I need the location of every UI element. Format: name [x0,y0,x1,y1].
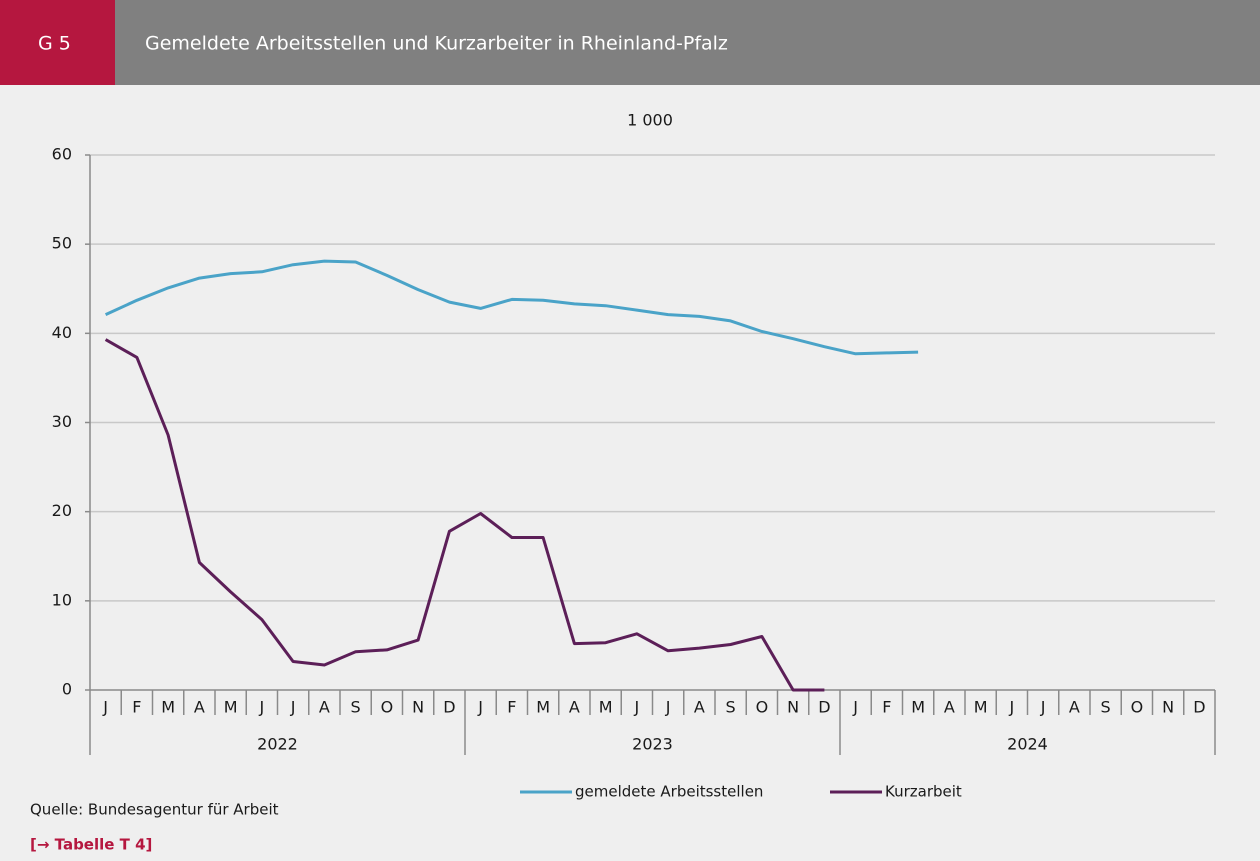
x-tick-label: J [1009,698,1015,717]
chart-title: Gemeldete Arbeitsstellen und Kurzarbeite… [145,33,728,55]
x-tick-label: M [974,698,988,717]
legend-label: Kurzarbeit [885,783,962,801]
year-label: 2022 [257,735,298,754]
year-label: 2023 [632,735,673,754]
y-tick-label: 0 [62,680,72,699]
x-tick-label: N [787,698,799,717]
series-line [104,259,919,356]
x-tick-label: A [694,698,705,717]
x-tick-label: J [852,698,858,717]
x-tick-label: A [319,698,330,717]
y-tick-label: 40 [52,323,72,342]
x-tick-label: A [194,698,205,717]
x-tick-label: A [944,698,955,717]
x-tick-label: O [756,698,769,717]
y-tick-label: 20 [52,501,72,520]
x-tick-label: J [290,698,296,717]
x-tick-label: A [569,698,580,717]
y-tick-label: 10 [52,590,72,609]
x-tick-label: D [1193,698,1205,717]
year-label: 2024 [1007,735,1048,754]
y-tick-label: 50 [52,234,72,253]
x-tick-label: F [882,698,891,717]
x-tick-label: N [412,698,424,717]
x-tick-label: J [477,698,483,717]
y-tick-label: 30 [52,412,72,431]
x-tick-label: M [536,698,550,717]
x-tick-label: M [911,698,925,717]
x-tick-label: S [1101,698,1111,717]
x-tick-label: M [161,698,175,717]
x-tick-label: D [818,698,830,717]
x-tick-label: O [381,698,394,717]
chart-number: G 5 [38,33,71,55]
x-tick-label: J [102,698,108,717]
x-tick-label: A [1069,698,1080,717]
x-tick-label: J [634,698,640,717]
x-tick-label: D [443,698,455,717]
x-tick-label: S [726,698,736,717]
x-tick-label: F [507,698,516,717]
x-tick-label: M [599,698,613,717]
series-line [104,338,825,692]
x-tick-label: N [1162,698,1174,717]
x-tick-label: M [224,698,238,717]
y-tick-label: 60 [52,145,72,164]
x-tick-label: J [665,698,671,717]
source: Quelle: Bundesagentur für Arbeit [30,801,279,819]
header-number-box [0,0,115,85]
legend-label: gemeldete Arbeitsstellen [575,783,763,801]
x-tick-label: J [1040,698,1046,717]
table-link[interactable]: [→ Tabelle T 4] [30,836,152,854]
x-tick-label: S [351,698,361,717]
x-tick-label: J [259,698,265,717]
header-bar [0,0,1260,85]
unit-label: 1 000 [627,111,673,130]
x-tick-label: O [1131,698,1144,717]
x-tick-label: F [132,698,141,717]
